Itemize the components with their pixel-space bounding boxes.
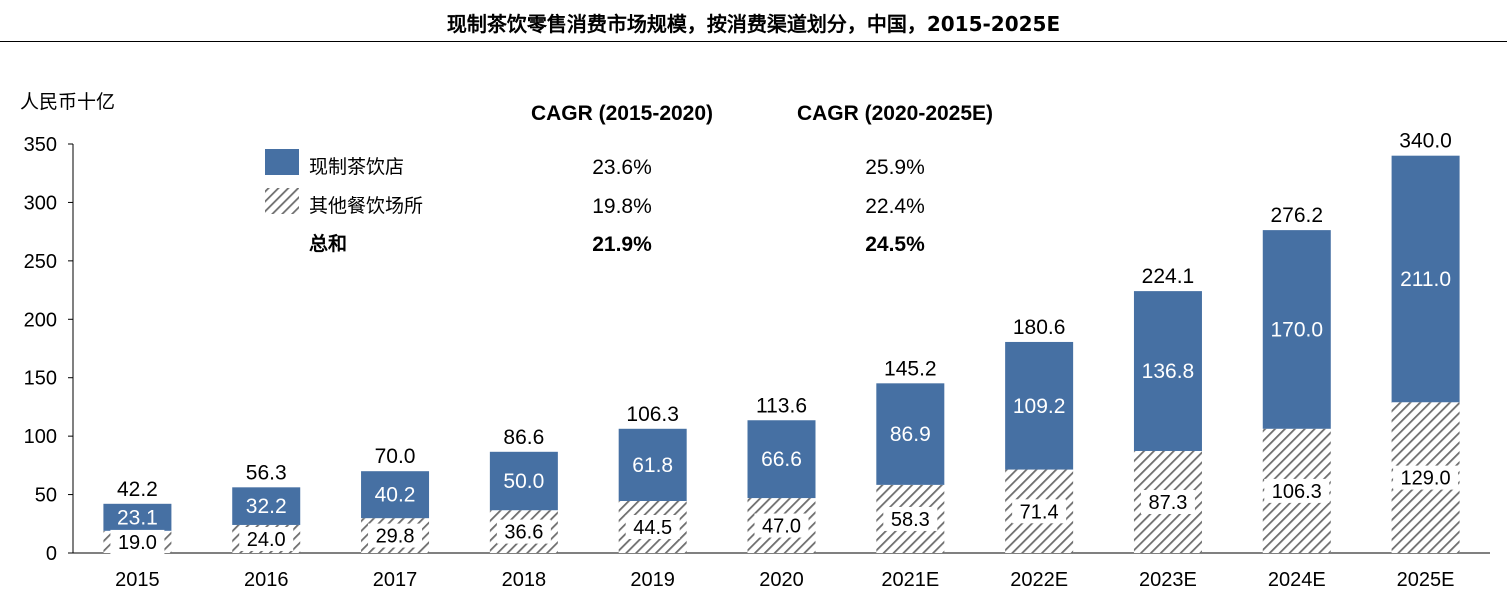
legend: CAGR (2015-2020) CAGR (2020-2025E) 现制茶饮店 23…: [265, 102, 993, 256]
axes: 人民币十亿 0 50 100 150 200 250 300 350 2015 2016 2017 20…: [20, 91, 1490, 591]
bars: [103, 155, 1460, 553]
cagr-value: 23.6%: [592, 156, 652, 179]
data-labels: 19.0 23.1 42.2 24.0 32.2 56.3 29.8 40.2 70.0 36.6…: [110, 130, 1459, 554]
data-label-other-venues: 36.6: [504, 522, 543, 544]
data-label-total: 70.0: [375, 445, 416, 468]
x-tick-label: 2021E: [881, 569, 939, 591]
data-label-other-venues: 71.4: [1020, 501, 1059, 523]
chart-title: 现制茶饮零售消费市场规模，按消费渠道划分，中国，2015-2025E: [446, 12, 1061, 36]
y-axis-label: 人民币十亿: [20, 91, 115, 113]
data-label-other-venues: 44.5: [633, 517, 672, 539]
bar-fresh-tea-shops: [747, 420, 816, 499]
data-label-bg: [239, 526, 294, 551]
legend-label: 现制茶饮店: [309, 156, 404, 178]
y-tick-label: 350: [24, 134, 57, 156]
x-tick-label: 2019: [630, 569, 675, 591]
y-tick-label: 250: [24, 251, 57, 273]
x-tick-label: 2025E: [1397, 569, 1455, 591]
data-label-bg: [754, 513, 809, 538]
data-label-bg: [625, 514, 680, 539]
bar-fresh-tea-shops: [232, 487, 301, 525]
cagr-value: 21.9%: [592, 233, 652, 256]
data-label-fresh-tea-shops: 211.0: [1400, 268, 1451, 291]
bar-fresh-tea-shops: [1262, 230, 1331, 429]
bar-fresh-tea-shops: [489, 451, 558, 511]
x-tick-label: 2017: [373, 569, 418, 591]
bar-fresh-tea-shops: [1005, 341, 1074, 470]
data-label-total: 86.6: [503, 426, 544, 449]
data-label-other-venues: 19.0: [118, 532, 157, 554]
data-label-total: 145.2: [884, 357, 937, 380]
data-label-total: 276.2: [1270, 204, 1323, 227]
legend-label: 其他餐饮场所: [309, 195, 423, 217]
data-label-other-venues: 106.3: [1272, 481, 1322, 503]
x-tick-label: 2016: [244, 569, 289, 591]
y-tick-label: 0: [46, 543, 57, 565]
data-label-total: 224.1: [1142, 265, 1195, 288]
data-label-bg: [368, 523, 423, 548]
cagr-value: 22.4%: [865, 195, 925, 218]
data-label-total: 113.6: [756, 394, 807, 417]
data-label-total: 180.6: [1013, 316, 1066, 339]
data-label-other-venues: 58.3: [891, 509, 930, 531]
x-tick-label: 2015: [115, 569, 160, 591]
x-tick-label: 2023E: [1139, 569, 1197, 591]
data-label-bg: [883, 506, 938, 531]
data-label-fresh-tea-shops: 109.2: [1013, 395, 1066, 418]
data-label-bg: [1264, 478, 1330, 503]
data-label-other-venues: 24.0: [247, 529, 286, 551]
data-label-fresh-tea-shops: 61.8: [632, 454, 673, 477]
cagr-header: CAGR (2020-2025E): [797, 102, 993, 125]
cagr-header: CAGR (2015-2020): [531, 102, 713, 125]
x-tick-label: 2022E: [1010, 569, 1068, 591]
data-label-fresh-tea-shops: 50.0: [503, 470, 544, 493]
data-label-fresh-tea-shops: 40.2: [375, 484, 416, 507]
data-label-bg: [1140, 489, 1195, 514]
bar-fresh-tea-shops: [618, 428, 687, 501]
data-label-fresh-tea-shops: 136.8: [1142, 360, 1195, 383]
data-label-fresh-tea-shops: 32.2: [246, 495, 287, 518]
legend-swatch-other-venues: [265, 188, 299, 214]
data-label-fresh-tea-shops: 86.9: [890, 423, 931, 446]
y-tick-label: 50: [35, 485, 57, 507]
data-label-fresh-tea-shops: 66.6: [761, 448, 802, 471]
data-label-other-venues: 87.3: [1148, 492, 1187, 514]
data-label-bg: [1393, 465, 1459, 490]
y-tick-label: 150: [24, 368, 57, 390]
cagr-value: 24.5%: [865, 233, 925, 256]
x-tick-label: 2018: [502, 569, 547, 591]
data-label-bg: [110, 529, 165, 554]
y-tick-label: 200: [24, 309, 57, 331]
y-tick-label: 100: [24, 426, 57, 448]
x-tick-label: 2020: [759, 569, 804, 591]
bar-fresh-tea-shops: [876, 383, 945, 485]
bar-fresh-tea-shops: [103, 503, 172, 531]
data-label-other-venues: 29.8: [376, 526, 415, 548]
data-label-total: 42.2: [117, 478, 158, 501]
data-label-bg: [496, 519, 551, 544]
legend-label: 总和: [309, 232, 347, 255]
y-tick-label: 300: [24, 192, 57, 214]
bar-fresh-tea-shops: [1133, 291, 1202, 451]
data-label-fresh-tea-shops: 23.1: [117, 506, 158, 529]
x-tick-label: 2024E: [1268, 569, 1326, 591]
bar-fresh-tea-shops: [361, 471, 430, 519]
cagr-value: 19.8%: [592, 195, 652, 218]
data-label-other-venues: 129.0: [1401, 468, 1451, 490]
cagr-value: 25.9%: [865, 156, 925, 179]
data-label-bg: [1012, 499, 1067, 524]
data-label-other-venues: 47.0: [762, 516, 801, 538]
data-label-fresh-tea-shops: 170.0: [1270, 318, 1323, 341]
data-label-total: 56.3: [246, 461, 287, 484]
legend-swatch-fresh-tea-shops: [265, 149, 299, 175]
bar-fresh-tea-shops: [1391, 155, 1460, 403]
data-label-total: 340.0: [1399, 130, 1452, 153]
data-label-total: 106.3: [626, 403, 679, 426]
title-divider: [0, 41, 1507, 42]
